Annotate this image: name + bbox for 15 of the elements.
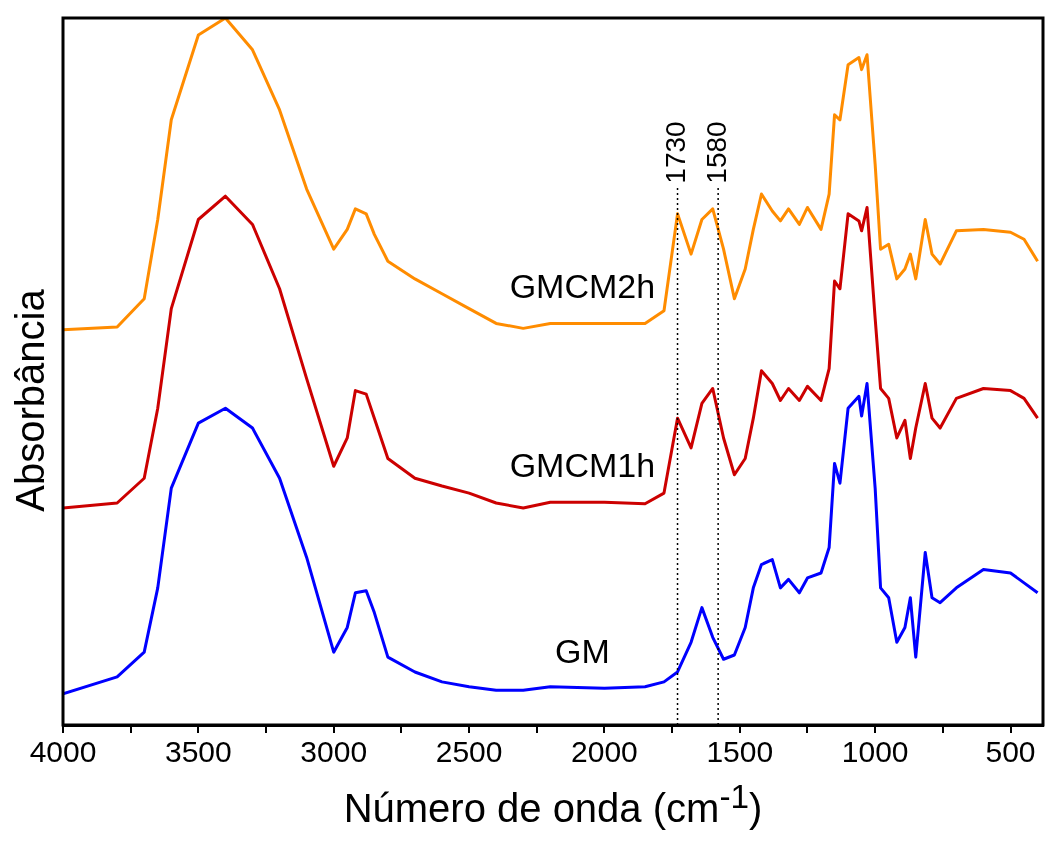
x-axis-title: Número de onda (cm$^{-1}$) [342,778,764,832]
x-tick-label: 500 [985,735,1036,769]
series-label: GMCM2h [509,266,656,305]
x-tick-label: 4000 [29,735,97,769]
x-tick-label: 1000 [841,735,909,769]
x-tick-label: 2000 [571,735,638,769]
ref-line-label: 1730 [660,121,692,184]
x-tick-label: 1500 [706,735,774,769]
x-tick-label: 3000 [300,735,368,769]
series-label: GMCM1h [509,445,656,484]
series-label: GM [555,631,610,670]
ref-line-label: 1580 [700,121,732,184]
x-tick-label: 3500 [164,735,232,769]
x-tick-label: 2500 [435,735,503,769]
y-axis-title: Absorbância [7,288,53,514]
